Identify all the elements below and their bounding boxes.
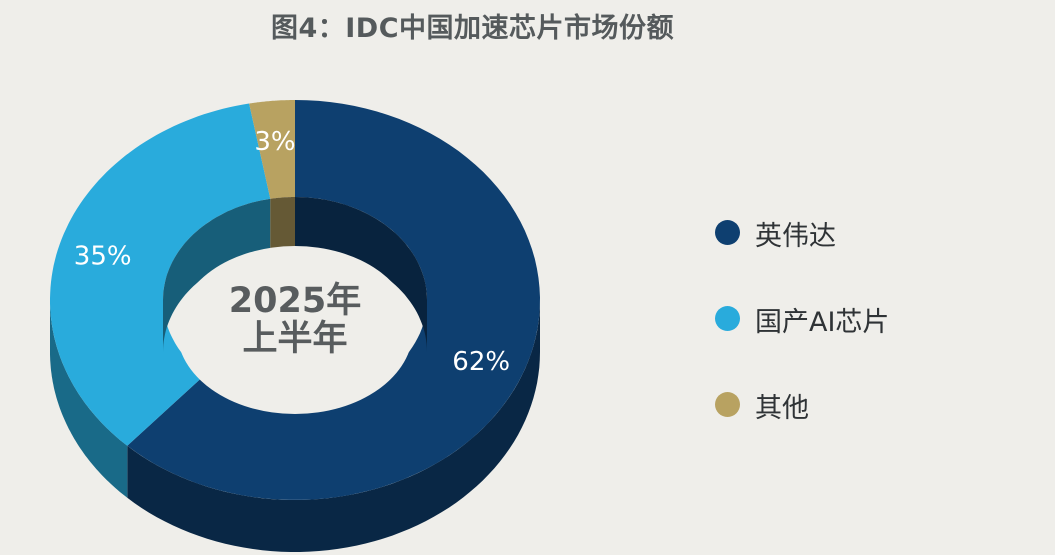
slice-other [249, 100, 295, 199]
donut-hole [177, 246, 413, 414]
side-wall-nvidia [127, 300, 541, 552]
side-wall-domestic-ai-chip [50, 300, 128, 498]
donut-side-walls [50, 300, 541, 552]
value-label-domestic-ai-chip: 35% [74, 242, 132, 272]
legend-swatch-other [715, 392, 740, 417]
value-label-other: 3% [254, 127, 295, 157]
slice-domestic-ai-chip [50, 103, 271, 446]
center-label-year: 2025年 [229, 281, 361, 321]
donut-inner-walls [163, 197, 427, 414]
donut-value-labels: 62% 35% 3% [74, 127, 510, 377]
inner-wall-other-1 [270, 197, 295, 251]
inner-wall-nvidia-0 [295, 197, 427, 352]
chart-title: 图4：IDC中国加速芯片市场份额 [270, 13, 675, 44]
legend-swatch-nvidia [715, 220, 740, 245]
value-label-nvidia: 62% [452, 347, 510, 377]
legend-swatch-domestic-ai-chip [715, 306, 740, 331]
inner-wall-domestic-ai-chip-1 [163, 198, 271, 352]
center-label-period: 上半年 [242, 319, 347, 359]
legend-label-nvidia: 英伟达 [755, 221, 836, 252]
legend-label-other: 其他 [755, 393, 809, 424]
legend-label-domestic-ai-chip: 国产AI芯片 [755, 307, 890, 338]
